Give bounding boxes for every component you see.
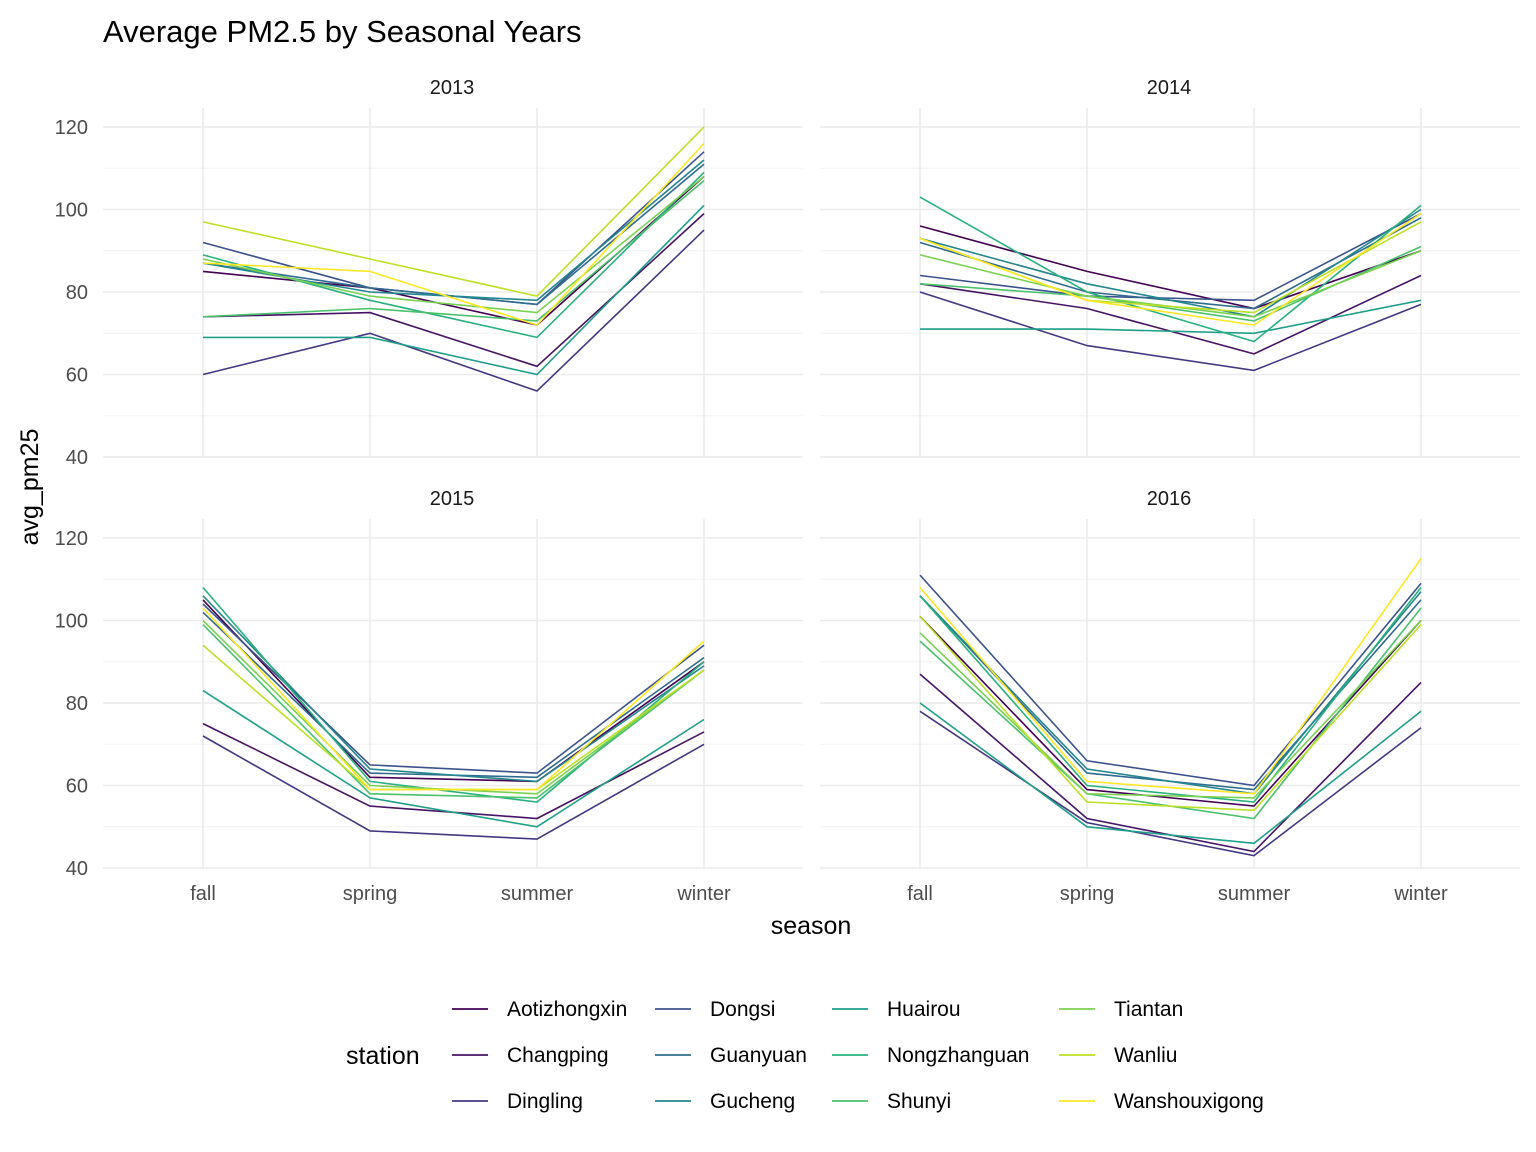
series-line-huairou <box>203 204 705 376</box>
series-line-wanliu <box>202 126 705 297</box>
facet-strip-label: 2014 <box>1147 77 1192 99</box>
legend-label: Nongzhanguan <box>887 1044 1029 1067</box>
series-line-shunyi <box>202 179 705 322</box>
series-line-tiantan <box>919 619 1422 799</box>
legend-label: Shunyi <box>887 1090 951 1113</box>
legend-item-dongsi: Dongsi <box>655 998 775 1021</box>
x-tick-label: spring <box>1060 883 1114 905</box>
legend-item-wanshouxigong: Wanshouxigong <box>1059 1090 1264 1113</box>
series-line-gucheng <box>919 591 1422 795</box>
legend-title: station <box>346 1042 420 1070</box>
y-tick-label: 40 <box>66 858 88 880</box>
series-line-wanshouxigong <box>202 142 705 326</box>
y-tick-label: 40 <box>66 447 88 469</box>
facet-panel-2014: 2014 <box>820 77 1520 458</box>
legend-label: Tiantan <box>1114 998 1183 1021</box>
x-tick-label: winter <box>676 883 731 905</box>
y-tick-label: 100 <box>55 611 88 633</box>
y-tick-label: 60 <box>66 365 88 387</box>
legend-item-dingling: Dingling <box>452 1090 583 1113</box>
facet-strip-label: 2016 <box>1147 488 1192 510</box>
series-line-dingling <box>919 710 1422 857</box>
series-line-dingling <box>919 291 1422 372</box>
legend: station Aotizhongxin Changping Dingling Don… <box>346 998 1264 1113</box>
legend-item-aotizhongxin: Aotizhongxin <box>452 998 627 1021</box>
legend-label: Guanyuan <box>710 1044 807 1067</box>
series-line-wanliu <box>919 615 1422 812</box>
facet-strip-label: 2013 <box>430 77 475 99</box>
legend-item-tiantan: Tiantan <box>1059 998 1183 1021</box>
y-tick-label: 80 <box>66 693 88 715</box>
series-line-huairou <box>919 702 1422 845</box>
x-axis-title: season <box>771 912 852 940</box>
series-line-dingling <box>202 229 705 392</box>
series-line-nongzhanguan <box>919 587 1422 803</box>
series-line-wanshouxigong <box>202 607 705 791</box>
series-line-changping <box>202 213 705 368</box>
x-tick-label: summer <box>1218 883 1291 905</box>
y-tick-label: 100 <box>55 200 88 222</box>
legend-label: Huairou <box>887 998 961 1021</box>
legend-item-guanyuan: Guanyuan <box>655 1044 807 1067</box>
series-line-wanshouxigong <box>919 558 1422 795</box>
y-tick-label: 80 <box>66 282 88 304</box>
y-tick-label: 120 <box>55 528 88 550</box>
series-line-dongsi <box>919 212 1422 302</box>
series-line-aotizhongxin <box>919 615 1422 807</box>
y-tick-label: 120 <box>55 117 88 139</box>
series-line-nongzhanguan <box>919 196 1422 343</box>
series-line-gucheng <box>202 595 705 783</box>
chart-title: Average PM2.5 by Seasonal Years <box>103 14 582 49</box>
legend-label: Aotizhongxin <box>507 998 627 1021</box>
series-line-shunyi <box>202 624 705 799</box>
x-tick-label: summer <box>501 883 574 905</box>
facet-strip-label: 2015 <box>430 488 475 510</box>
x-tick-label: spring <box>343 883 397 905</box>
legend-item-nongzhanguan: Nongzhanguan <box>832 1044 1029 1067</box>
series-line-dongsi <box>919 574 1422 787</box>
facet-panel-2015: 2015 40 60 80 100 120 fall spring summer winter <box>55 488 803 905</box>
series-line-wanshouxigong <box>919 212 1422 326</box>
legend-item-huairou: Huairou <box>832 998 961 1021</box>
x-tick-label: winter <box>1393 883 1448 905</box>
legend-item-shunyi: Shunyi <box>832 1090 951 1113</box>
legend-label: Dingling <box>507 1090 583 1113</box>
x-tick-label: fall <box>190 883 216 905</box>
facet-panels: 2013 40 60 80 100 120 2014 2015 40 60 80 100 120 fall… <box>55 77 1520 905</box>
series-line-huairou <box>202 689 705 828</box>
y-axis-title: avg_pm25 <box>16 429 44 546</box>
series-line-tiantan <box>202 175 705 314</box>
series-line-changping <box>202 722 705 820</box>
facet-panel-2013: 2013 40 60 80 100 120 <box>55 77 803 469</box>
series-line-aotizhongxin <box>202 599 705 783</box>
series-line-gucheng <box>919 208 1422 318</box>
legend-label: Wanliu <box>1114 1044 1177 1067</box>
series-line-dingling <box>202 735 705 840</box>
legend-item-wanliu: Wanliu <box>1059 1044 1177 1067</box>
x-tick-label: fall <box>907 883 933 905</box>
legend-label: Changping <box>507 1044 609 1067</box>
series-line-huairou <box>920 299 1422 335</box>
series-line-aotizhongxin <box>919 225 1422 310</box>
facet-panel-2016: 2016 fall spring summer winter <box>820 488 1520 905</box>
series-line-dongsi <box>202 603 705 774</box>
legend-item-changping: Changping <box>452 1044 609 1067</box>
legend-label: Wanshouxigong <box>1114 1090 1264 1113</box>
legend-label: Gucheng <box>710 1090 795 1113</box>
legend-label: Dongsi <box>710 998 775 1021</box>
y-tick-label: 60 <box>66 776 88 798</box>
legend-item-gucheng: Gucheng <box>655 1090 795 1113</box>
